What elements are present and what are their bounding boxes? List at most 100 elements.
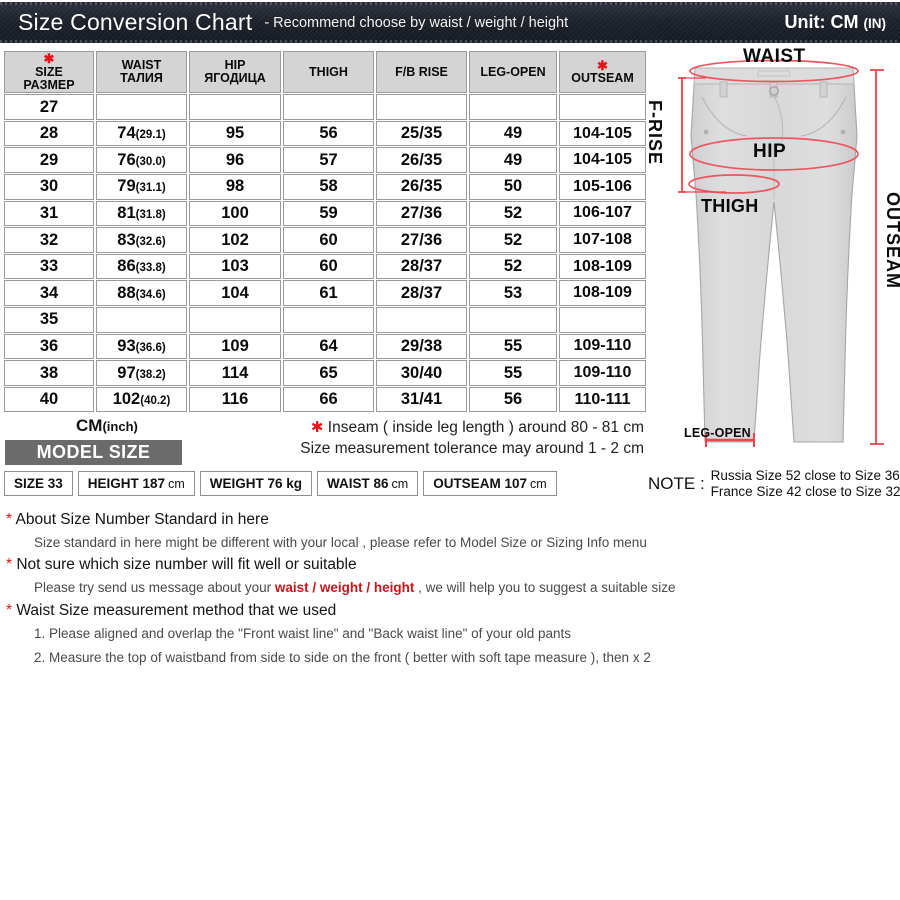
asterisk-icon: * xyxy=(6,556,13,574)
table-body: 27 28 74(29.1) 95 56 25/35 49 104-105 29 76(30.0)… xyxy=(4,94,646,413)
cell-waist: 83(32.6) xyxy=(96,227,187,253)
cell-waist: 76(30.0) xyxy=(96,147,187,174)
table-row: 33 86(33.8) 103 60 28/37 52 108-109 xyxy=(4,253,646,280)
cell-hip: 116 xyxy=(189,386,281,413)
cell-size: 34 xyxy=(4,280,94,307)
note-block: NOTE : Russia Size 52 close to Size 36 F… xyxy=(648,468,900,500)
cell-hip: 100 xyxy=(189,200,281,227)
model-spec-size: SIZE 33 xyxy=(4,471,73,496)
cell-thigh: 56 xyxy=(283,120,374,147)
cell-hip: 95 xyxy=(189,120,281,147)
rivet-left xyxy=(703,129,709,135)
cell-outseam: 105-106 xyxy=(559,174,646,200)
model-size-bar: MODEL SIZE xyxy=(5,440,182,465)
cell-outseam: 104-105 xyxy=(559,120,646,147)
cell-fb-rise: 28/37 xyxy=(376,280,467,307)
cell-hip xyxy=(189,307,281,333)
cell-thigh: 65 xyxy=(283,360,374,386)
cell-fb-rise: 31/41 xyxy=(376,386,467,413)
model-spec-waist: WAIST 86 cm xyxy=(317,471,419,496)
instruction-detail-2: Please try send us message about your wa… xyxy=(34,580,676,596)
cell-waist: 79(31.1) xyxy=(96,174,187,200)
cell-size: 38 xyxy=(4,360,94,386)
cell-thigh: 60 xyxy=(283,253,374,280)
rivet-right xyxy=(840,129,846,135)
cell-size: 31 xyxy=(4,200,94,227)
inseam-note: ✱ Inseam ( inside leg length ) around 80… xyxy=(272,418,644,460)
highlighted-terms: waist / weight / height xyxy=(274,580,415,596)
table-row: 27 xyxy=(4,94,646,120)
table-row: 28 74(29.1) 95 56 25/35 49 104-105 xyxy=(4,120,646,147)
cell-leg-open: 52 xyxy=(469,253,557,280)
cell-leg-open: 56 xyxy=(469,386,557,413)
asterisk-icon: * xyxy=(6,511,13,528)
cell-thigh: 66 xyxy=(283,386,374,413)
cell-fb-rise: 29/38 xyxy=(376,333,467,360)
jeans-button-icon xyxy=(769,86,779,96)
model-spec-outseam: OUTSEAM 107 cm xyxy=(423,471,557,496)
table-col-header-leg_open: LEG-OPEN xyxy=(469,51,557,94)
cell-fb-rise xyxy=(376,94,467,120)
cell-size: 28 xyxy=(4,120,94,147)
diagram-label-outseam: OUTSEAM xyxy=(883,192,900,289)
cell-leg-open: 55 xyxy=(469,360,557,386)
table-row: 31 81(31.8) 100 59 27/36 52 106-107 xyxy=(4,200,646,227)
cell-fb-rise: 26/35 xyxy=(376,174,467,200)
unit-small: (IN) xyxy=(863,16,887,31)
asterisk-icon: ✱ xyxy=(310,419,324,436)
cell-size: 35 xyxy=(4,307,94,333)
cell-outseam: 109-110 xyxy=(559,333,646,360)
instructions-block: * About Size Number Standard in here Size… xyxy=(6,508,866,668)
pocket-seam-right xyxy=(800,96,847,137)
header-subtitle: - Recommend choose by waist / weight / h… xyxy=(264,14,569,31)
cell-hip: 103 xyxy=(189,253,281,280)
cell-hip: 96 xyxy=(189,147,281,174)
waist-measure-ellipse xyxy=(689,59,859,83)
cell-leg-open: 52 xyxy=(469,227,557,253)
cell-hip: 109 xyxy=(189,333,281,360)
table-row: 32 83(32.6) 102 60 27/36 52 107-108 xyxy=(4,227,646,253)
waist-method-step-2: 2. Measure the top of waistband from sid… xyxy=(34,649,651,665)
cell-size: 27 xyxy=(4,94,94,120)
asterisk-icon: ✱ xyxy=(597,57,608,73)
cell-hip xyxy=(189,94,281,120)
cell-hip: 114 xyxy=(189,360,281,386)
pants-measurement-diagram: WAIST F-RISE HIP THIGH OUTSEAM LEG-OPEN xyxy=(645,44,900,464)
cell-leg-open xyxy=(469,94,557,120)
cell-fb-rise xyxy=(376,307,467,333)
cell-thigh xyxy=(283,94,374,120)
cell-thigh: 57 xyxy=(283,147,374,174)
cell-size: 33 xyxy=(4,253,94,280)
cell-waist: 81(31.8) xyxy=(96,200,187,227)
waist-method-step-1: 1. Please aligned and overlap the "Front… xyxy=(34,625,571,641)
table-row: 35 xyxy=(4,307,646,333)
cell-size: 32 xyxy=(4,227,94,253)
cell-outseam: 110-111 xyxy=(559,386,646,413)
cell-fb-rise: 30/40 xyxy=(376,360,467,386)
cell-waist: 97(38.2) xyxy=(96,360,187,386)
table-row: 38 97(38.2) 114 65 30/40 55 109-110 xyxy=(4,360,646,386)
table-head: ✱ SIZE РАЗМЕР WAIST ТАЛИЯ HIP ЯГОДИЦА THIGH F/B … xyxy=(4,51,646,94)
cell-outseam: 108-109 xyxy=(559,253,646,280)
cell-fb-rise: 25/35 xyxy=(376,120,467,147)
cell-leg-open: 49 xyxy=(469,147,557,174)
cell-thigh: 61 xyxy=(283,280,374,307)
pocket-seam-left xyxy=(701,96,748,137)
cell-thigh: 58 xyxy=(283,174,374,200)
jeans-body-shape xyxy=(690,67,858,443)
inseam-note-line1: ✱ Inseam ( inside leg length ) around 80… xyxy=(272,418,644,439)
cell-waist: 102(40.2) xyxy=(96,386,187,413)
belt-loop-left xyxy=(719,81,728,98)
hip-measure-ellipse xyxy=(689,137,859,171)
cell-waist xyxy=(96,94,187,120)
table-row: 40 102(40.2) 116 66 31/41 56 110-111 xyxy=(4,386,646,413)
note-lines: Russia Size 52 close to Size 36 France S… xyxy=(711,468,900,500)
table-row: 29 76(30.0) 96 57 26/35 49 104-105 xyxy=(4,147,646,174)
cell-hip: 104 xyxy=(189,280,281,307)
diagram-label-leg-open: LEG-OPEN xyxy=(684,426,751,440)
instruction-heading-3: * Waist Size measurement method that we … xyxy=(6,601,337,619)
cell-waist xyxy=(96,307,187,333)
cell-outseam: 106-107 xyxy=(559,200,646,227)
cell-hip: 102 xyxy=(189,227,281,253)
cell-leg-open xyxy=(469,307,557,333)
